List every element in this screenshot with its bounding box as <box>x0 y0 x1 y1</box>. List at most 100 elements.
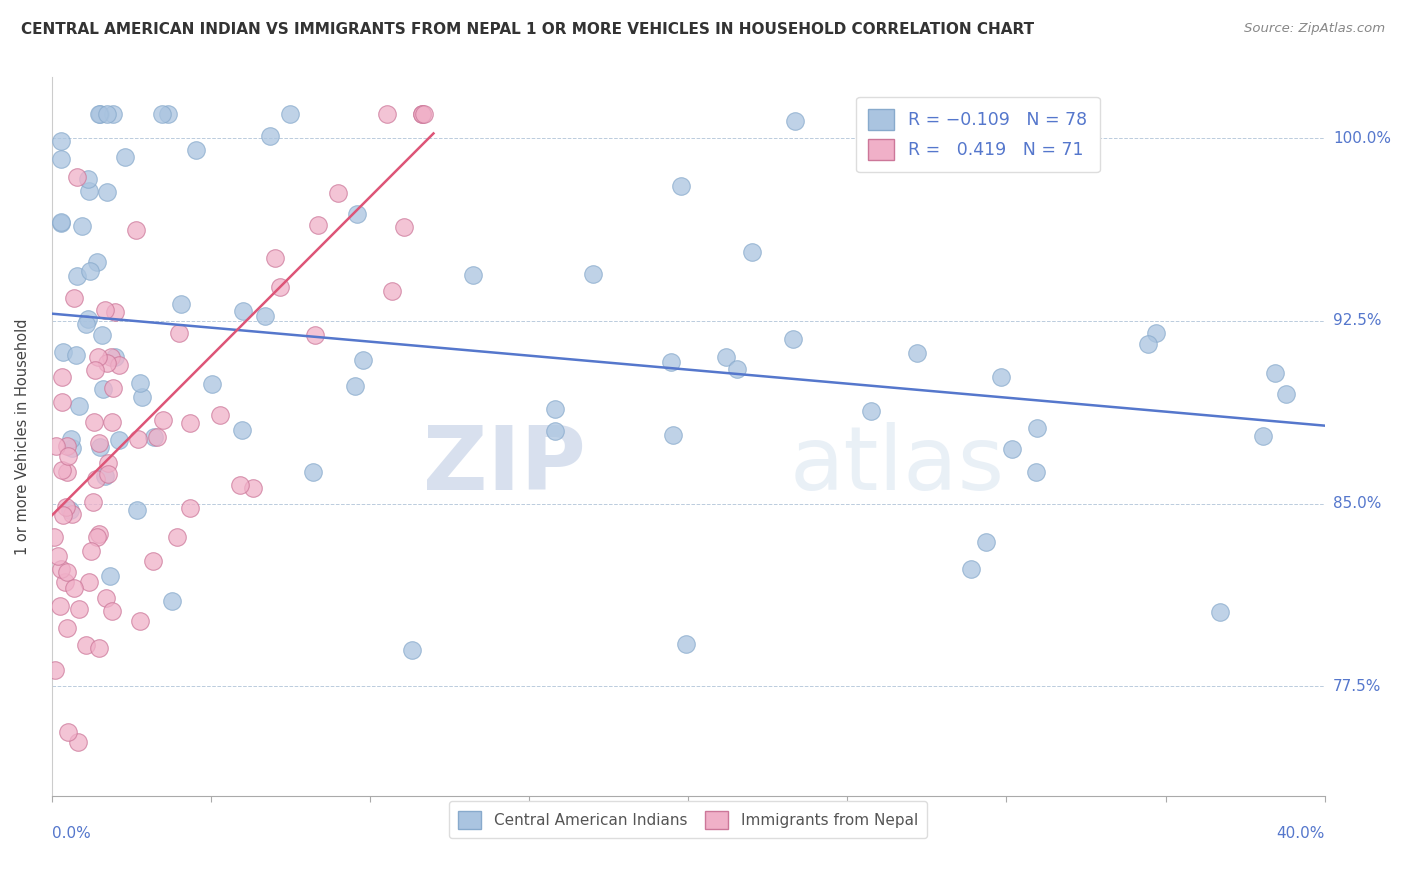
Point <box>232 304 254 318</box>
Point <box>97 456 120 470</box>
Point <box>543 424 565 438</box>
Point <box>156 107 179 121</box>
Point <box>411 107 433 121</box>
Point <box>83 415 105 429</box>
Text: 100.0%: 100.0% <box>1333 131 1391 145</box>
Point <box>84 363 107 377</box>
Point <box>263 252 285 266</box>
Point <box>242 481 264 495</box>
Point <box>783 113 806 128</box>
Point <box>96 107 118 121</box>
Point <box>94 469 117 483</box>
Point <box>56 724 79 739</box>
Point <box>94 302 117 317</box>
Point <box>413 107 436 121</box>
Point <box>49 216 72 230</box>
Point <box>89 527 111 541</box>
Point <box>259 129 281 144</box>
Point <box>104 351 127 365</box>
Point <box>974 535 997 549</box>
Point <box>302 465 325 479</box>
Point <box>82 495 104 509</box>
Point <box>79 263 101 277</box>
Point <box>326 186 349 201</box>
Point <box>89 107 111 121</box>
Point <box>725 361 748 376</box>
Point <box>142 430 165 444</box>
Point <box>103 381 125 395</box>
Point <box>1274 387 1296 401</box>
Point <box>544 402 567 417</box>
Text: 92.5%: 92.5% <box>1333 313 1382 328</box>
Point <box>86 530 108 544</box>
Point <box>269 279 291 293</box>
Point <box>80 544 103 558</box>
Point <box>1209 606 1232 620</box>
Point <box>228 478 250 492</box>
Point <box>675 637 697 651</box>
Point <box>990 370 1012 384</box>
Point <box>101 415 124 429</box>
Point <box>75 638 97 652</box>
Point <box>1264 366 1286 380</box>
Point <box>89 440 111 454</box>
Point <box>166 531 188 545</box>
Point <box>56 565 79 579</box>
Point <box>89 640 111 655</box>
Point <box>89 107 111 121</box>
Point <box>59 432 82 446</box>
Point <box>346 207 368 221</box>
Point <box>659 355 682 369</box>
Point <box>905 346 928 360</box>
Point <box>1001 442 1024 456</box>
Point <box>56 439 79 453</box>
Point <box>76 312 98 326</box>
Point <box>63 291 86 305</box>
Text: CENTRAL AMERICAN INDIAN VS IMMIGRANTS FROM NEPAL 1 OR MORE VEHICLES IN HOUSEHOLD: CENTRAL AMERICAN INDIAN VS IMMIGRANTS FR… <box>21 22 1035 37</box>
Point <box>1026 421 1049 435</box>
Point <box>128 376 150 390</box>
Point <box>87 436 110 450</box>
Point <box>179 417 201 431</box>
Text: 0.0%: 0.0% <box>52 826 90 841</box>
Legend: Central American Indians, Immigrants from Nepal: Central American Indians, Immigrants fro… <box>450 801 927 838</box>
Point <box>127 432 149 446</box>
Point <box>51 395 73 409</box>
Point <box>97 467 120 482</box>
Point <box>304 328 326 343</box>
Point <box>741 245 763 260</box>
Point <box>94 591 117 606</box>
Point <box>66 268 89 283</box>
Point <box>344 379 367 393</box>
Point <box>170 297 193 311</box>
Point <box>100 569 122 583</box>
Point <box>77 171 100 186</box>
Point <box>55 466 77 480</box>
Point <box>108 358 131 372</box>
Point <box>394 219 416 234</box>
Point <box>51 370 73 384</box>
Point <box>782 332 804 346</box>
Point <box>60 441 83 455</box>
Point <box>66 735 89 749</box>
Point <box>201 377 224 392</box>
Point <box>56 449 79 463</box>
Point <box>86 255 108 269</box>
Point <box>96 356 118 370</box>
Point <box>114 150 136 164</box>
Point <box>67 399 90 413</box>
Point <box>84 472 107 486</box>
Point <box>150 107 173 121</box>
Point <box>104 305 127 319</box>
Point <box>461 268 484 282</box>
Point <box>662 428 685 442</box>
Point <box>152 413 174 427</box>
Point <box>49 134 72 148</box>
Point <box>131 390 153 404</box>
Point <box>70 219 93 233</box>
Point <box>49 561 72 575</box>
Text: 77.5%: 77.5% <box>1333 679 1381 694</box>
Point <box>278 107 301 121</box>
Point <box>1253 429 1275 443</box>
Point <box>125 503 148 517</box>
